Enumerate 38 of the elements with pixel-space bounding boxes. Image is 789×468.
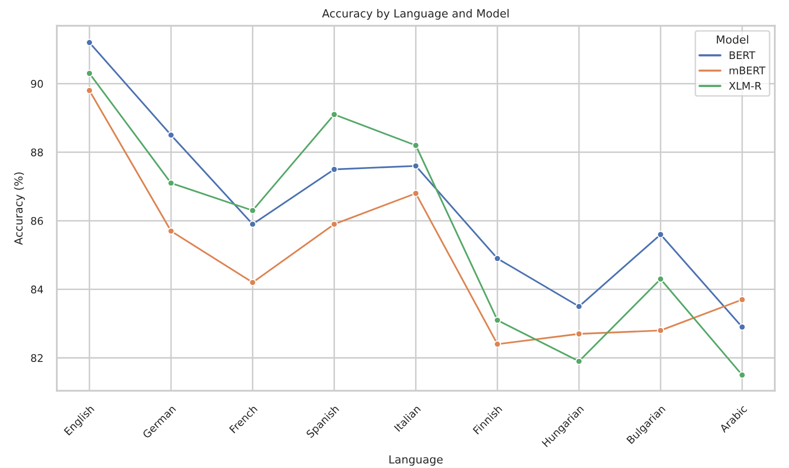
legend-label: BERT xyxy=(730,51,756,59)
point xyxy=(248,220,256,228)
point xyxy=(412,142,420,150)
point xyxy=(86,38,94,46)
y-tick-label: 88 xyxy=(31,148,43,156)
point xyxy=(575,358,583,365)
point xyxy=(167,227,175,235)
point xyxy=(575,302,583,310)
point xyxy=(738,371,746,379)
point xyxy=(494,340,502,348)
point xyxy=(575,330,583,338)
y-tick-label: 90 xyxy=(31,80,43,88)
point xyxy=(330,220,338,228)
point xyxy=(248,278,256,286)
y-tick-label: 84 xyxy=(31,286,44,294)
point xyxy=(412,162,420,170)
point xyxy=(167,131,175,139)
y-tick-label: 86 xyxy=(31,216,43,225)
point xyxy=(494,254,502,262)
point xyxy=(656,230,664,238)
y-tick-label: 82 xyxy=(31,354,43,362)
point xyxy=(167,179,175,187)
point xyxy=(248,206,256,214)
chart-title: Accuracy by Language and Model xyxy=(322,8,509,20)
legend-label: XLM-R xyxy=(729,82,762,90)
x-axis-title: Language xyxy=(389,455,443,466)
point xyxy=(494,316,502,324)
point xyxy=(738,296,746,304)
point xyxy=(330,166,338,173)
point xyxy=(412,190,420,197)
legend-label: mBERT xyxy=(730,66,766,74)
point xyxy=(656,326,664,334)
point xyxy=(330,110,338,118)
point xyxy=(86,70,94,78)
point xyxy=(656,275,664,283)
y-axis-title: Accuracy (%) xyxy=(14,172,25,245)
point xyxy=(738,323,746,331)
legend-title: Model xyxy=(716,35,748,44)
